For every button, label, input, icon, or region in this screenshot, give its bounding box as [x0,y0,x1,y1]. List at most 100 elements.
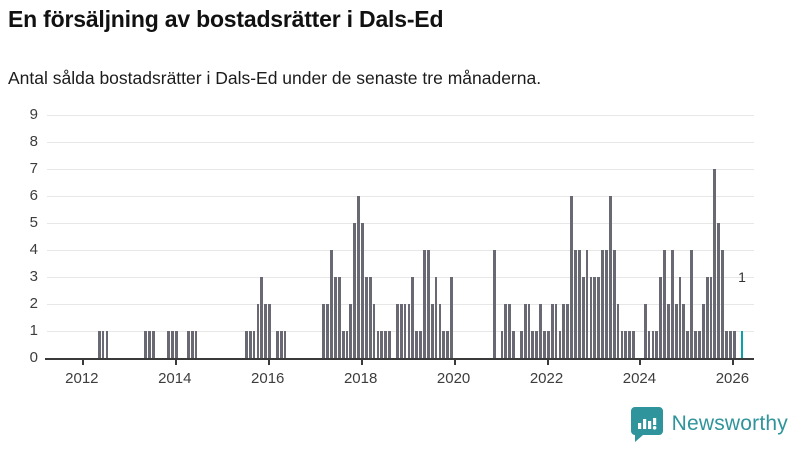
brand-footer: Newsworthy [630,406,788,442]
bar [612,250,616,358]
bar [186,331,190,358]
bar [438,304,442,358]
bar [244,331,248,358]
bar [415,331,419,358]
bar [423,250,426,358]
bar [268,304,271,358]
bar [519,331,523,358]
bar [694,331,697,358]
bar [732,331,736,358]
x-axis-tick-2016 [267,360,270,365]
x-axis-tick-2014 [174,360,177,365]
bar [632,331,635,358]
page-title: En försäljning av bostadsrätter i Dals-E… [8,6,444,32]
bar [574,250,577,358]
gridline-y6 [47,196,754,197]
bar [388,331,391,358]
x-axis-label-2022: 2022 [529,370,564,387]
bar [620,331,624,358]
bar [97,331,101,358]
bar [353,223,357,358]
bar [570,196,573,358]
bar [717,223,721,358]
bar-highlighted [740,331,744,358]
y-axis-label-0: 0 [29,349,38,366]
y-axis-label-3: 3 [29,268,38,285]
x-axis-label-2018: 2018 [343,370,378,387]
bar [426,250,430,358]
bar [194,331,198,358]
bar [144,331,148,358]
bar [527,304,531,358]
bar [523,304,527,358]
bar [430,304,434,358]
bar [508,304,512,358]
bar [593,277,597,358]
bar [597,277,601,358]
x-axis-label-2026: 2026 [715,370,750,387]
gridline-y9 [47,115,754,116]
brand-name: Newsworthy [671,412,788,435]
bar [152,331,155,358]
bar [697,331,701,358]
bar [655,331,659,358]
bar [326,304,330,358]
x-axis-label-2016: 2016 [251,370,285,387]
page-subtitle: Antal sålda bostadsrätter i Dals-Ed unde… [8,68,542,88]
bar [450,277,453,358]
bar [605,250,608,358]
gridline-y3 [47,277,754,278]
bar [682,304,686,358]
x-axis-tick-2018 [360,360,363,365]
bar [368,277,372,358]
bar [419,331,422,358]
bar [721,250,724,358]
x-axis-label-2012: 2012 [65,370,99,387]
bar [171,331,175,358]
bar [407,304,411,358]
bar [275,331,279,358]
y-axis-label-6: 6 [29,187,38,204]
bar [651,331,655,358]
bar [399,304,403,358]
x-axis-label-2024: 2024 [622,370,657,387]
x-axis-tick-2012 [81,360,84,365]
bar [678,277,682,358]
bar [550,304,554,358]
last-value-label: 1 [738,269,746,285]
bar [264,304,268,358]
bar [442,331,446,358]
bar [446,331,450,358]
bar [492,250,496,358]
bar [349,304,353,358]
bar [101,331,105,358]
bar [581,277,585,358]
bar [601,250,604,358]
bar [190,331,194,358]
y-axis-label-8: 8 [29,133,38,150]
bar [260,277,264,358]
bar [589,277,593,358]
bar [577,250,581,358]
bar [500,331,504,358]
bar [283,331,287,358]
x-axis-line [45,358,754,360]
bar [256,304,260,358]
y-axis-label-1: 1 [29,322,38,339]
bar [337,277,341,358]
gridline-y4 [47,250,754,251]
newsworthy-logo-icon [630,406,664,442]
bar [372,304,376,358]
x-axis-tick-2020 [453,360,456,365]
bar [624,331,628,358]
bar [252,331,256,358]
y-axis-label-9: 9 [29,106,38,123]
bar [403,304,407,358]
y-axis-label-4: 4 [29,241,38,258]
bar [616,304,620,358]
bar [663,250,666,358]
bar [670,250,674,358]
bar [543,331,546,358]
